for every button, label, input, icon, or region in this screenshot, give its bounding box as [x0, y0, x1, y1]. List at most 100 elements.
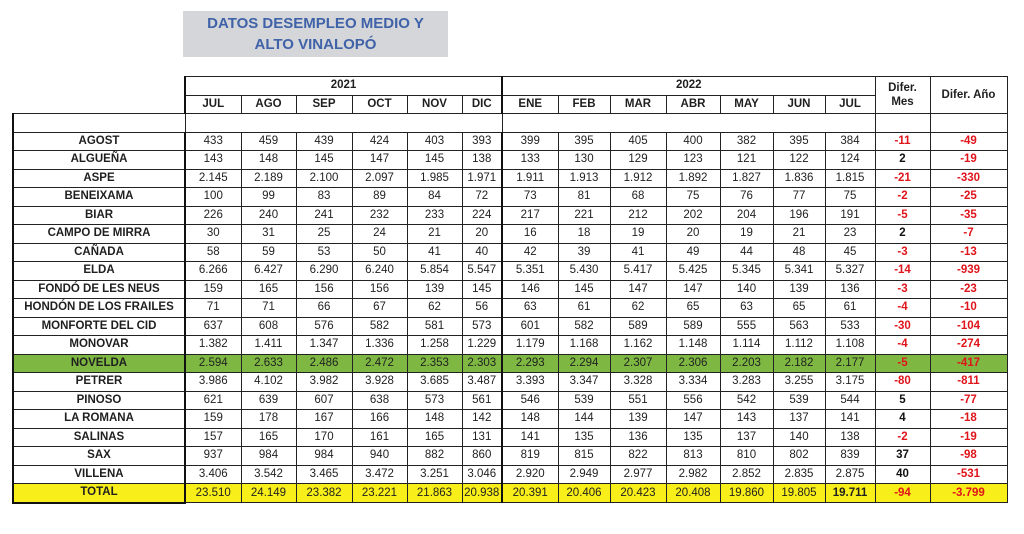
value-2021: 58 [184, 242, 242, 262]
value-2022: 533 [824, 316, 876, 336]
value-2021: 2.633 [240, 353, 297, 373]
value-2022: 1.179 [501, 335, 559, 355]
value-2022: 20 [665, 224, 721, 244]
diff-month: -4 [874, 298, 931, 318]
value-2022: 395 [557, 131, 611, 151]
diff-year: -77 [929, 390, 1008, 410]
diff-month: 2 [874, 150, 931, 170]
table-row: LA ROMANA 159 178 167 166 148 142 148 144 139 147 1… [12, 409, 1008, 429]
value-2022: 3.334 [665, 372, 721, 392]
month-header-2022: JUN [772, 94, 826, 114]
value-2021: 157 [184, 427, 242, 447]
header-corner-2 [13, 95, 185, 114]
value-2022: 582 [557, 316, 611, 336]
municipality-name: LA ROMANA [12, 409, 186, 429]
value-2022: 2.835 [772, 464, 826, 484]
diff-month: -5 [874, 205, 931, 225]
table-row: SAX 937 984 984 940 882 860 819 815 822 813 810 802 8… [12, 446, 1008, 466]
diff-month: -2 [874, 427, 931, 447]
value-2022: 137 [719, 427, 774, 447]
value-2021: 178 [240, 409, 297, 429]
value-2021: 621 [184, 390, 242, 410]
diff-month: -14 [874, 261, 931, 281]
value-2022: 2.182 [772, 353, 826, 373]
value-2022: 140 [719, 279, 774, 299]
value-2022: 212 [609, 205, 667, 225]
value-2021: 148 [240, 150, 297, 170]
value-2021: 860 [461, 446, 503, 466]
value-2022: 589 [665, 316, 721, 336]
table-row: BENEIXAMA 100 99 83 89 84 72 73 81 68 75 76 77 75 -2 -2… [12, 187, 1008, 207]
value-2022: 141 [501, 427, 559, 447]
value-2022: 3.328 [609, 372, 667, 392]
diff-year: -417 [929, 353, 1008, 373]
value-2021: 20.938 [461, 483, 503, 503]
value-2022: 544 [824, 390, 876, 410]
value-2021: 1.382 [184, 335, 242, 355]
value-2021: 937 [184, 446, 242, 466]
unemployment-table: 2021 2022 Difer. Mes Difer. Año JUL AGO SEP… [12, 76, 1008, 504]
value-2022: 19 [609, 224, 667, 244]
diff-year: -7 [929, 224, 1008, 244]
diff-year: -19 [929, 150, 1008, 170]
month-header-2022: ABR [665, 94, 721, 114]
value-2021: 439 [295, 131, 353, 151]
value-2021: 1.985 [406, 168, 463, 188]
value-2021: 3.986 [184, 372, 242, 392]
value-2021: 240 [240, 205, 297, 225]
value-2021: 143 [184, 150, 242, 170]
diff-month: -5 [874, 353, 931, 373]
value-2021: 56 [461, 298, 503, 318]
month-header-2022: ENE [501, 94, 559, 114]
municipality-name: MONOVAR [12, 335, 186, 355]
value-2021: 24 [351, 224, 408, 244]
value-2022: 136 [824, 279, 876, 299]
value-2021: 582 [351, 316, 408, 336]
value-2022: 542 [719, 390, 774, 410]
value-2022: 563 [772, 316, 826, 336]
value-2022: 62 [609, 298, 667, 318]
value-2021: 3.406 [184, 464, 242, 484]
month-header-2021: DIC [461, 94, 503, 114]
value-2021: 84 [406, 187, 463, 207]
diff-year: -330 [929, 168, 1008, 188]
value-2022: 1.912 [609, 168, 667, 188]
value-2021: 53 [295, 242, 353, 262]
value-2021: 147 [351, 150, 408, 170]
value-2022: 2.177 [824, 353, 876, 373]
value-2021: 21.863 [406, 483, 463, 503]
diff-month: -3 [874, 279, 931, 299]
diff-year: -104 [929, 316, 1008, 336]
value-2022: 399 [501, 131, 559, 151]
table-row: ELDA 6.266 6.427 6.290 6.240 5.854 5.547 5.351 5… [12, 261, 1008, 281]
diff-year: -531 [929, 464, 1008, 484]
value-2022: 21 [772, 224, 826, 244]
municipality-name: PINOSO [12, 390, 186, 410]
diff-month: -80 [874, 372, 931, 392]
value-2021: 2.594 [184, 353, 242, 373]
value-2021: 608 [240, 316, 297, 336]
value-2021: 23.510 [184, 483, 242, 503]
month-header-2022: JUL [824, 94, 876, 114]
value-2021: 142 [461, 409, 503, 429]
value-2022: 129 [609, 150, 667, 170]
diff-month: 40 [874, 464, 931, 484]
value-2021: 4.102 [240, 372, 297, 392]
diff-month: 5 [874, 390, 931, 410]
value-2022: 75 [665, 187, 721, 207]
value-2022: 147 [665, 279, 721, 299]
value-2021: 6.290 [295, 261, 353, 281]
diff-month: -11 [874, 131, 931, 151]
value-2022: 1.913 [557, 168, 611, 188]
value-2022: 146 [501, 279, 559, 299]
value-2021: 2.097 [351, 168, 408, 188]
value-2022: 124 [824, 150, 876, 170]
municipality-name: BIAR [12, 205, 186, 225]
value-2022: 19 [719, 224, 774, 244]
value-2021: 581 [406, 316, 463, 336]
value-2021: 2.486 [295, 353, 353, 373]
header-corner [13, 77, 185, 96]
value-2021: 71 [184, 298, 242, 318]
value-2022: 1.108 [824, 335, 876, 355]
value-2022: 18 [557, 224, 611, 244]
